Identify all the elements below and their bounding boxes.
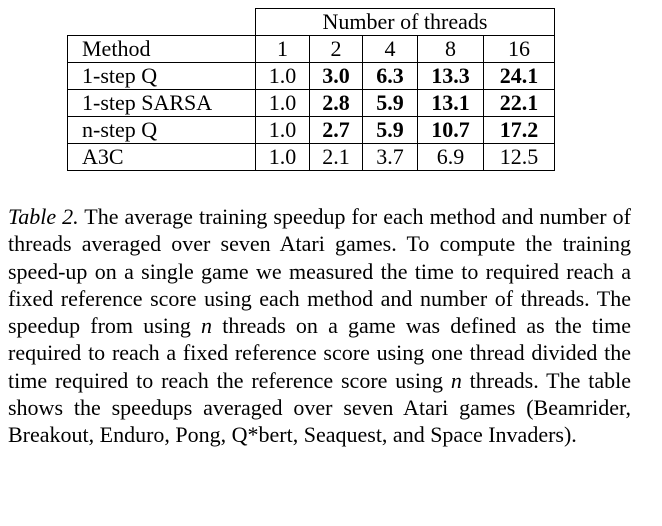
speedup-cell: 10.7 <box>417 116 484 144</box>
speedup-cell: 3.0 <box>309 62 363 90</box>
speedup-value-bold: 13.3 <box>431 63 470 88</box>
speedup-value-bold: 17.2 <box>499 117 539 142</box>
table-row: A3C 1.0 2.1 3.7 6.9 12.5 <box>67 143 555 171</box>
table-group-header-row: Number of threads <box>67 8 555 36</box>
speedup-cell: 13.3 <box>417 62 484 90</box>
thread-count-header: 1 <box>255 35 310 63</box>
speedup-value-bold: 2.7 <box>322 117 350 142</box>
speedup-cell: 22.1 <box>483 89 555 117</box>
caption-math-variable: n <box>201 313 213 339</box>
speedup-cell: 5.9 <box>362 116 418 144</box>
speedup-value-bold: 10.7 <box>431 117 470 142</box>
speedup-cell: 1.0 <box>255 143 310 171</box>
table-row: n-step Q 1.0 2.7 5.9 10.7 17.2 <box>67 116 555 144</box>
caption-text: threads on a game was defined as the tim… <box>8 313 632 393</box>
thread-count-header: 2 <box>309 35 363 63</box>
speedup-cell: 1.0 <box>255 89 310 117</box>
table-row: 1-step Q 1.0 3.0 6.3 13.3 24.1 <box>67 62 555 90</box>
speedup-cell: 24.1 <box>483 62 555 90</box>
speedup-value-bold: 13.1 <box>431 90 470 115</box>
table-column-header-row: Method 1 2 4 8 16 <box>67 35 555 63</box>
speedup-cell: 3.7 <box>362 143 418 171</box>
speedup-cell: 13.1 <box>417 89 484 117</box>
method-name-cell: 1-step SARSA <box>67 89 256 117</box>
caption-label: Table 2. <box>8 204 79 229</box>
method-name-cell: n-step Q <box>67 116 256 144</box>
table-corner-cell <box>67 8 256 36</box>
method-column-header: Method <box>67 35 256 63</box>
speedup-value-bold: 6.3 <box>376 63 404 88</box>
speedup-cell: 2.7 <box>309 116 363 144</box>
method-name-cell: A3C <box>67 143 256 171</box>
speedup-cell: 2.1 <box>309 143 363 171</box>
speedup-table: Number of threads Method 1 2 4 8 16 1-st… <box>67 8 555 171</box>
speedup-value-bold: 22.1 <box>499 90 539 115</box>
speedup-cell: 1.0 <box>255 62 310 90</box>
speedup-cell: 12.5 <box>483 143 555 171</box>
caption-text: The average training speedup for each me… <box>8 204 631 339</box>
speedup-cell: 17.2 <box>483 116 555 144</box>
caption-math-variable: n <box>450 367 462 393</box>
speedup-value-bold: 3.0 <box>322 63 350 88</box>
thread-count-header: 16 <box>483 35 555 63</box>
speedup-cell: 6.9 <box>417 143 484 171</box>
speedup-cell: 5.9 <box>362 89 418 117</box>
table-caption: Table 2. The average training speedup fo… <box>8 203 631 449</box>
speedup-value-bold: 2.8 <box>322 90 350 115</box>
speedup-value-bold: 5.9 <box>376 90 404 115</box>
thread-count-header: 8 <box>417 35 484 63</box>
caption-text: threads. The table shows the speedups av… <box>8 367 631 448</box>
method-name-cell: 1-step Q <box>67 62 256 90</box>
thread-count-header: 4 <box>362 35 418 63</box>
speedup-cell: 2.8 <box>309 89 363 117</box>
speedup-cell: 1.0 <box>255 116 310 144</box>
speedup-value-bold: 5.9 <box>376 117 404 142</box>
speedup-value-bold: 24.1 <box>499 63 539 88</box>
threads-group-header: Number of threads <box>255 8 555 36</box>
speedup-cell: 6.3 <box>362 62 418 90</box>
table-row: 1-step SARSA 1.0 2.8 5.9 13.1 22.1 <box>67 89 555 117</box>
